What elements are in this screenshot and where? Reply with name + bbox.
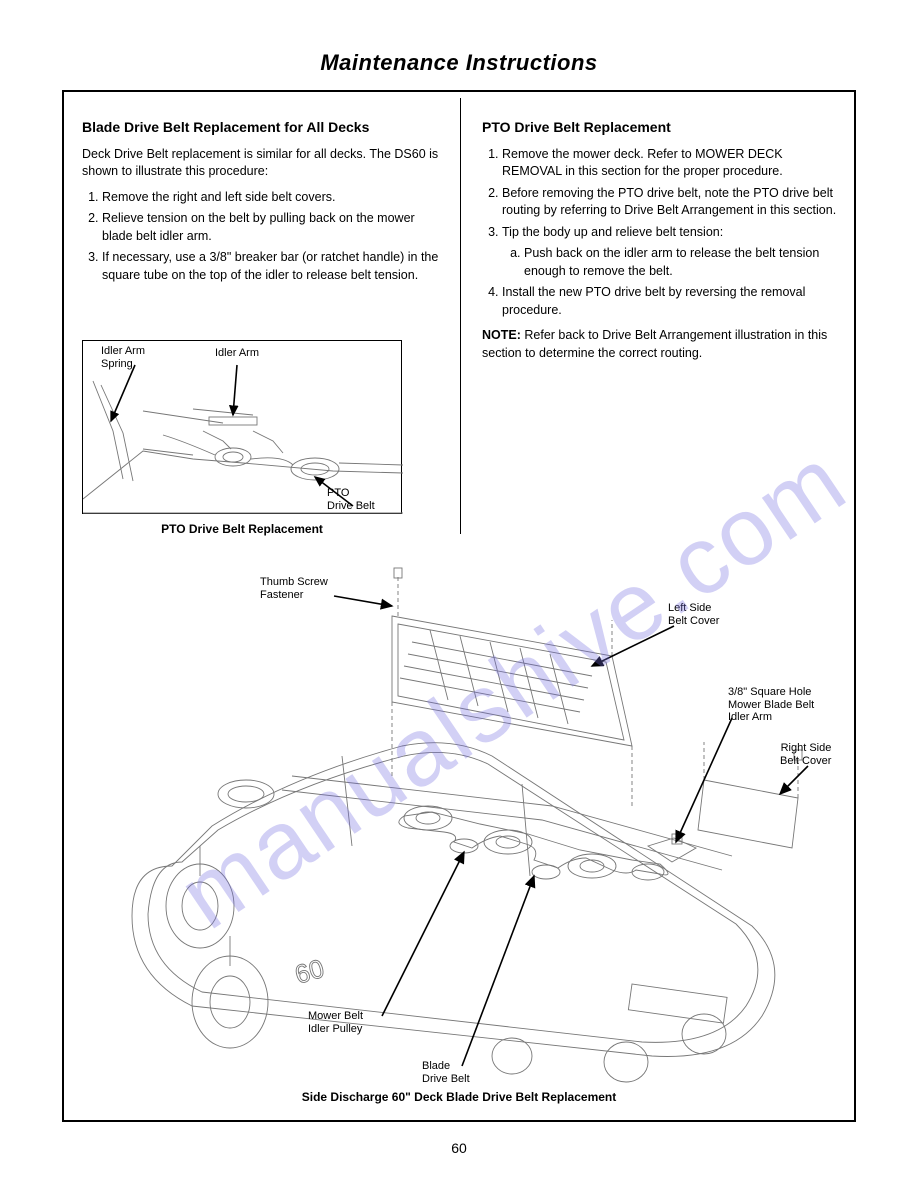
right-column: PTO Drive Belt Replacement Remove the mo… [482,118,840,362]
right-step: Tip the body up and relieve belt tension… [502,224,840,281]
right-note: NOTE: Refer back to Drive Belt Arrangeme… [482,327,840,362]
note-label: NOTE: [482,328,521,342]
fig2-callout-idler-arm: 3/8" Square Hole Mower Blade Belt Idler … [728,686,814,724]
figure-2-svg: 60 [92,546,826,1088]
left-step: Relieve tension on the belt by pulling b… [102,210,442,245]
figure-1-caption: PTO Drive Belt Replacement [82,522,402,536]
right-step-text: Tip the body up and relieve belt tension… [502,225,723,239]
left-step: Remove the right and left side belt cove… [102,189,442,207]
fig1-callout-spring: Idler Arm Spring [101,345,145,370]
right-substeps: Push back on the idler arm to release th… [524,245,840,280]
figure-2-caption: Side Discharge 60" Deck Blade Drive Belt… [62,1090,856,1104]
fig2-callout-drive-belt: Blade Drive Belt [422,1060,470,1085]
left-step: If necessary, use a 3/8" breaker bar (or… [102,249,442,284]
fig1-callout-belt: PTO Drive Belt [327,487,375,512]
right-step: Install the new PTO drive belt by revers… [502,284,840,319]
right-heading: PTO Drive Belt Replacement [482,118,840,138]
left-heading: Blade Drive Belt Replacement for All Dec… [82,118,442,138]
figure-1: Idler Arm Spring Idler Arm PTO Drive Bel… [82,340,402,514]
right-substep: Push back on the idler arm to release th… [524,245,840,280]
fig2-callout-left-cover: Left Side Belt Cover [668,602,719,627]
fig2-callout-left-fastener: Thumb Screw Fastener [260,576,328,601]
fig1-callout-idler-arm: Idler Arm [215,347,259,360]
fig2-callout-right-cover: Right Side Belt Cover [780,742,831,767]
page-number: 60 [0,1140,918,1156]
column-divider [460,98,461,534]
fig2-callout-idler-pulley: Mower Belt Idler Pulley [308,1010,363,1035]
section-title: Maintenance Instructions [0,50,918,76]
right-step: Remove the mower deck. Refer to MOWER DE… [502,146,840,181]
right-steps: Remove the mower deck. Refer to MOWER DE… [502,146,840,320]
figure-2: 60 Thumb Screw Fastener Left Side Belt C… [92,546,826,1088]
left-intro: Deck Drive Belt replacement is similar f… [82,146,442,181]
note-text: Refer back to Drive Belt Arrangement ill… [482,328,827,360]
left-column: Blade Drive Belt Replacement for All Dec… [82,118,442,288]
left-steps: Remove the right and left side belt cove… [102,189,442,285]
right-step: Before removing the PTO drive belt, note… [502,185,840,220]
svg-text:60: 60 [291,953,327,990]
